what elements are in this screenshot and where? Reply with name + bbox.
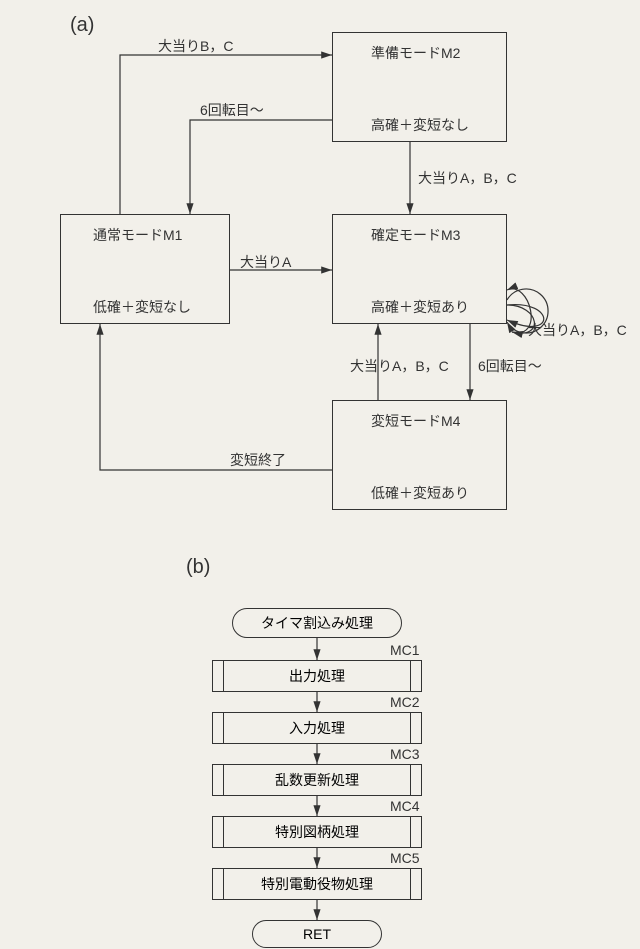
flow-step-1: 出力処理 [212, 660, 422, 692]
flow-step-label: 乱数更新処理 [275, 770, 359, 790]
edge-m1-m2-label: 大当りB，C [158, 36, 233, 56]
flow-start-label: タイマ割込み処理 [261, 613, 373, 633]
section-b-label: (b) [186, 556, 210, 579]
edge-m2-m1-label: 6回転目～ [200, 100, 264, 120]
flow-step-label: 特別電動役物処理 [261, 874, 373, 894]
node-m1-subtitle: 低確＋変短なし [93, 297, 191, 317]
flow-step-4: 特別図柄処理 [212, 816, 422, 848]
node-m4: 変短モードM4 低確＋変短あり [332, 400, 507, 510]
flow-step-tag-2: MC2 [390, 694, 420, 710]
flow-end: RET [252, 920, 382, 948]
edge-m3-m4-label: 6回転目～ [478, 356, 542, 376]
node-m3-title: 確定モードM3 [371, 225, 460, 245]
diagram-b-arrows [0, 0, 640, 949]
node-m3: 確定モードM3 高確＋変短あり [332, 214, 507, 324]
flow-step-label: 出力処理 [289, 666, 345, 686]
node-m2-title: 準備モードM2 [371, 43, 460, 63]
section-a-label: (a) [70, 14, 94, 37]
flow-start: タイマ割込み処理 [232, 608, 402, 638]
edge-m2-m3-label: 大当りA，B，C [418, 168, 517, 188]
node-m4-subtitle: 低確＋変短あり [371, 483, 469, 503]
flow-step-label: 入力処理 [289, 718, 345, 738]
node-m2: 準備モードM2 高確＋変短なし [332, 32, 507, 142]
edge-m3-self-label: 大当りA，B，C [528, 320, 627, 340]
flow-end-label: RET [303, 926, 331, 942]
node-m4-title: 変短モードM4 [371, 411, 460, 431]
flow-step-2: 入力処理 [212, 712, 422, 744]
edge-m4-m3-label: 大当りA，B，C [350, 356, 449, 376]
node-m2-subtitle: 高確＋変短なし [371, 115, 469, 135]
flow-step-tag-4: MC4 [390, 798, 420, 814]
node-m3-subtitle: 高確＋変短あり [371, 297, 469, 317]
flow-step-tag-3: MC3 [390, 746, 420, 762]
flow-step-tag-1: MC1 [390, 642, 420, 658]
flow-step-3: 乱数更新処理 [212, 764, 422, 796]
edge-m4-m1-label: 変短終了 [230, 450, 286, 470]
node-m1-title: 通常モードM1 [93, 225, 182, 245]
flow-step-label: 特別図柄処理 [275, 822, 359, 842]
flow-step-tag-5: MC5 [390, 850, 420, 866]
flow-step-5: 特別電動役物処理 [212, 868, 422, 900]
edge-m1-m3-label: 大当りA [240, 252, 291, 272]
node-m1: 通常モードM1 低確＋変短なし [60, 214, 230, 324]
